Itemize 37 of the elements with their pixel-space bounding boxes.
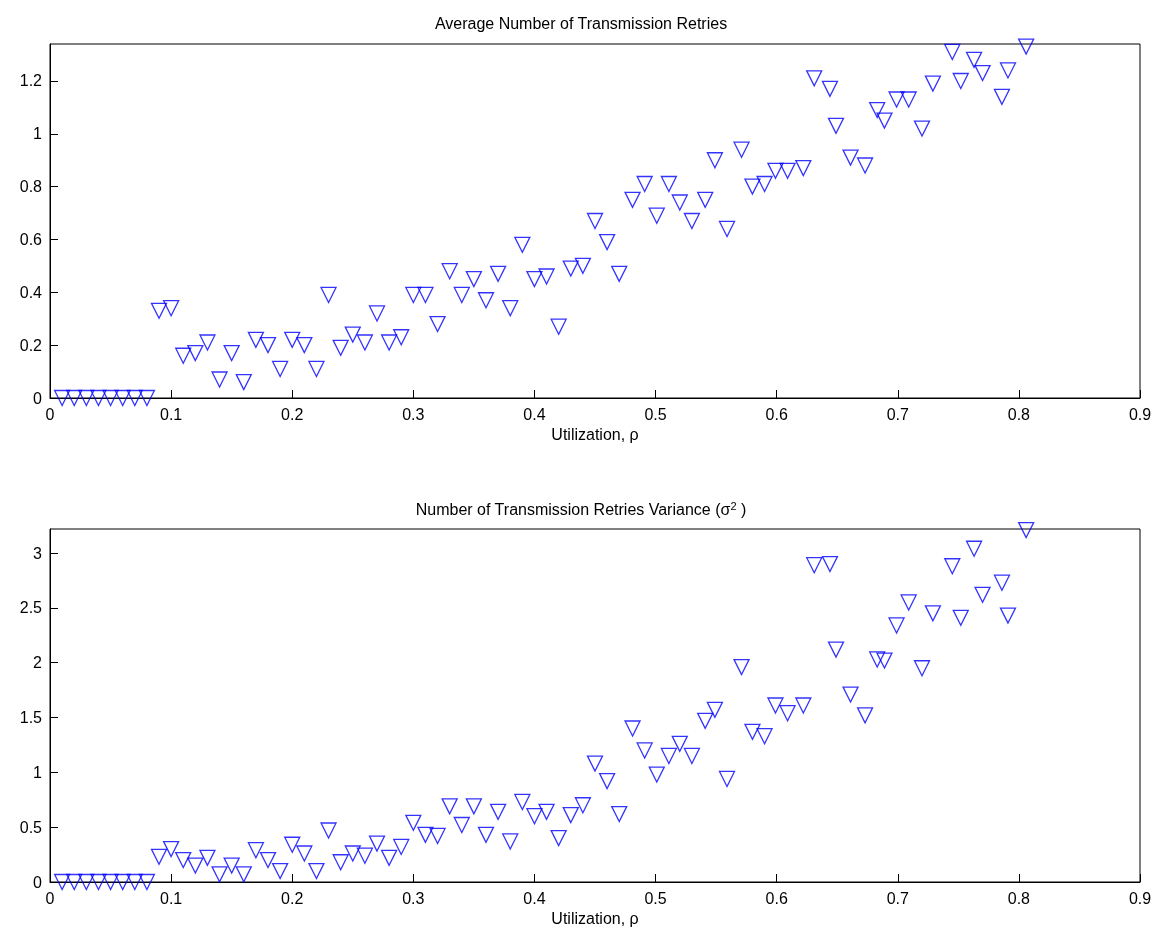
x-axis-title: Utilization, ρ <box>551 426 639 444</box>
x-tick-label: 0.2 <box>281 405 304 423</box>
x-tick-label: 0.6 <box>765 889 788 907</box>
y-tick-label: 0.5 <box>19 818 43 836</box>
y-tick-label: 1 <box>33 125 43 143</box>
x-tick-label: 0.8 <box>1007 405 1031 423</box>
y-tick-label: 0.2 <box>19 336 43 354</box>
x-tick-label: 0.1 <box>159 889 183 907</box>
y-tick-label: 1 <box>33 763 43 781</box>
y-tick-label: 2.5 <box>19 599 43 617</box>
x-tick-label: 0.7 <box>886 889 909 907</box>
x-tick-label: 0.5 <box>644 405 667 423</box>
x-tick-label: 0.9 <box>1128 889 1152 907</box>
x-axis-title: Utilization, ρ <box>551 910 639 928</box>
x-tick-label: 0.2 <box>281 889 304 907</box>
x-tick-label: 0.5 <box>644 889 667 907</box>
x-tick-label: 0 <box>45 889 55 907</box>
y-tick-label: 0 <box>33 389 43 407</box>
x-tick-label: 0.8 <box>1007 889 1031 907</box>
y-tick-label: 0 <box>33 873 43 891</box>
chart-title: Average Number of Transmission Retries <box>434 14 728 32</box>
y-tick-label: 2 <box>33 654 43 672</box>
y-tick-label: 1.5 <box>19 709 43 727</box>
y-tick-label: 0.4 <box>19 283 43 301</box>
x-tick-label: 0.4 <box>523 889 546 907</box>
x-tick-label: 0.4 <box>523 405 546 423</box>
x-tick-label: 0.3 <box>402 405 425 423</box>
x-tick-label: 0.9 <box>1128 405 1152 423</box>
x-tick-label: 0.3 <box>402 889 425 907</box>
y-tick-label: 1.2 <box>19 72 43 90</box>
x-tick-label: 0.7 <box>886 405 909 423</box>
x-tick-label: 0 <box>45 405 55 423</box>
x-tick-label: 0.6 <box>765 405 788 423</box>
y-tick-label: 0.6 <box>19 230 43 248</box>
y-tick-label: 0.8 <box>19 178 43 196</box>
y-tick-label: 3 <box>33 544 43 562</box>
x-tick-label: 0.1 <box>159 405 183 423</box>
